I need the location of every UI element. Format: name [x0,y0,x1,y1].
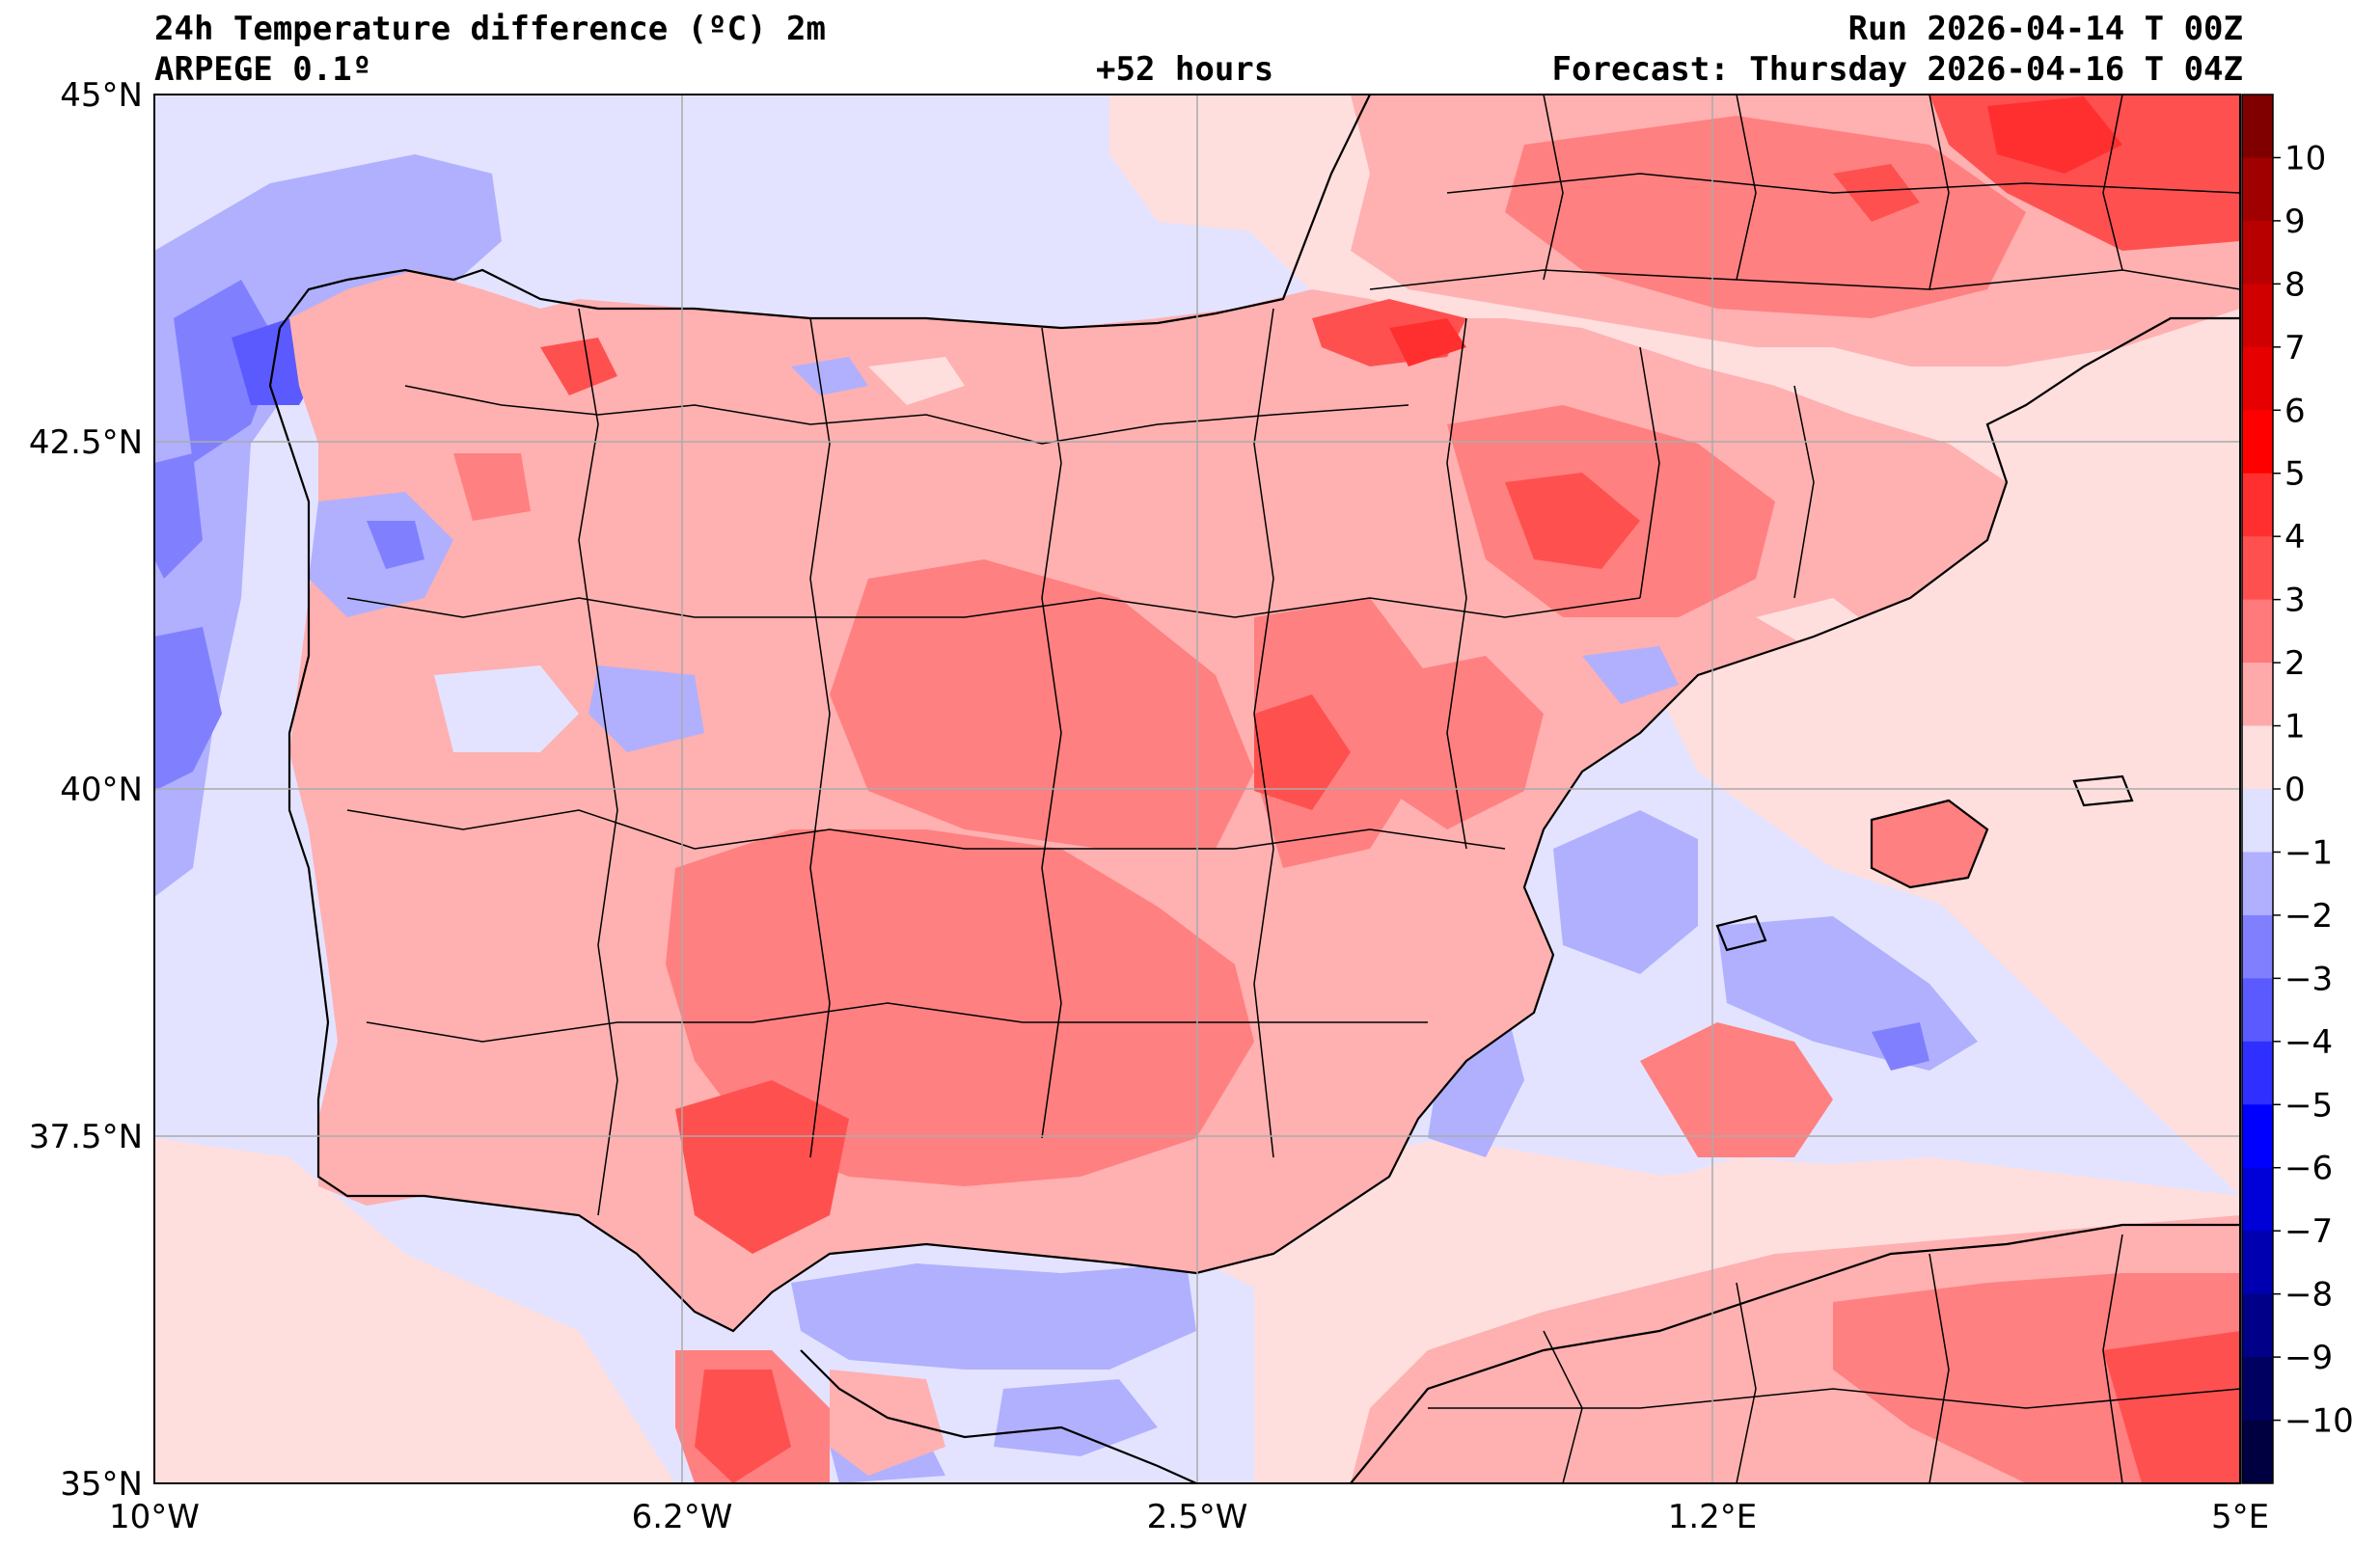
colorbar-swatch [2242,789,2273,853]
colorbar-level-label: 0 [2284,771,2306,809]
colorbar-level-label: −5 [2284,1086,2333,1125]
lat-label: 45°N [60,76,143,115]
lon-label: 5°E [2211,1498,2269,1536]
colorbar-swatch [2242,1167,2273,1232]
lon-label: 6.2°W [632,1498,733,1536]
colorbar-level-label: −2 [2284,897,2333,936]
colorbar-swatch [2242,725,2273,790]
colorbar-swatch [2242,663,2273,727]
colorbar-level-label: −7 [2284,1212,2333,1251]
colorbar-level-label: −9 [2284,1339,2333,1377]
lon-label: 10°W [109,1498,200,1536]
colorbar-swatch [2242,1357,2273,1422]
colorbar-level-label: −10 [2284,1402,2354,1441]
colorbar-swatch [2242,536,2273,601]
colorbar-level-label: 3 [2284,582,2306,620]
lat-axis: 45°N 42.5°N 40°N 37.5°N 35°N [29,76,143,1504]
colorbar-swatch [2242,410,2273,475]
coastlines [268,95,2240,1483]
colorbar-level-label: −4 [2284,1023,2333,1062]
lead-time-label: +52 hours [1096,50,1274,89]
colorbar-swatch [2242,1231,2273,1295]
lat-label: 35°N [60,1465,143,1504]
chart-title: 24h Temperature difference (ºC) 2m [154,10,826,48]
france-land [1351,95,2240,366]
lat-label: 40°N [60,771,143,809]
forecast-label: Forecast: Thursday 2026-04-16 T 04Z [1551,50,2243,89]
colorbar-level-label: −6 [2284,1150,2333,1188]
lat-label: 37.5°N [29,1118,143,1156]
lon-label: 1.2°E [1668,1498,1758,1536]
colorbar [2241,94,2274,1484]
colorbar-swatch [2242,473,2273,537]
map-frame [153,94,2241,1484]
colorbar-swatch [2242,599,2273,664]
cold-anomaly [154,95,1978,1483]
lon-label: 2.5°W [1147,1498,1248,1536]
colorbar-swatch [2242,346,2273,411]
colorbar-swatch [2242,852,2273,916]
colorbar-level-label: 1 [2284,708,2306,746]
colorbar-swatch [2242,1041,2273,1105]
colorbar-swatch [2242,1104,2273,1169]
colorbar-swatch [2242,1420,2273,1484]
colorbar-level-label: −8 [2284,1276,2333,1315]
colorbar-level-label: −1 [2284,833,2333,872]
colorbar-level-label: 8 [2284,265,2306,304]
colorbar-level-label: 4 [2284,518,2306,556]
model-label: ARPEGE 0.1º [154,50,372,89]
iberia-land [289,270,2007,1331]
colorbar-level-label: 2 [2284,644,2306,683]
colorbar-level-label: 10 [2284,139,2326,177]
lon-axis: 10°W 6.2°W 2.5°W 1.2°E 5°E [109,1498,2269,1536]
colorbar-swatch [2242,1293,2273,1358]
north-africa-land [675,1215,2240,1483]
colorbar-swatch [2242,95,2273,158]
mallorca [1872,801,1987,887]
colorbar-level-label: 9 [2284,203,2306,241]
colorbar-swatch [2242,157,2273,222]
run-label: Run 2026-04-14 T 00Z [1847,10,2243,48]
lat-label: 42.5°N [29,423,143,462]
colorbar-level-label: 5 [2284,455,2306,494]
admin-boundaries [346,95,2240,1483]
menorca [2074,776,2132,805]
colorbar-swatch [2242,284,2273,348]
colorbar-swatch [2242,978,2273,1043]
colorbar-level-label: 6 [2284,392,2306,430]
colorbar-level-label: −3 [2284,960,2333,998]
colorbar-swatch [2242,220,2273,285]
colorbar-level-label: 7 [2284,329,2306,367]
colorbar-swatch [2242,914,2273,979]
gridlines [154,95,2240,1483]
